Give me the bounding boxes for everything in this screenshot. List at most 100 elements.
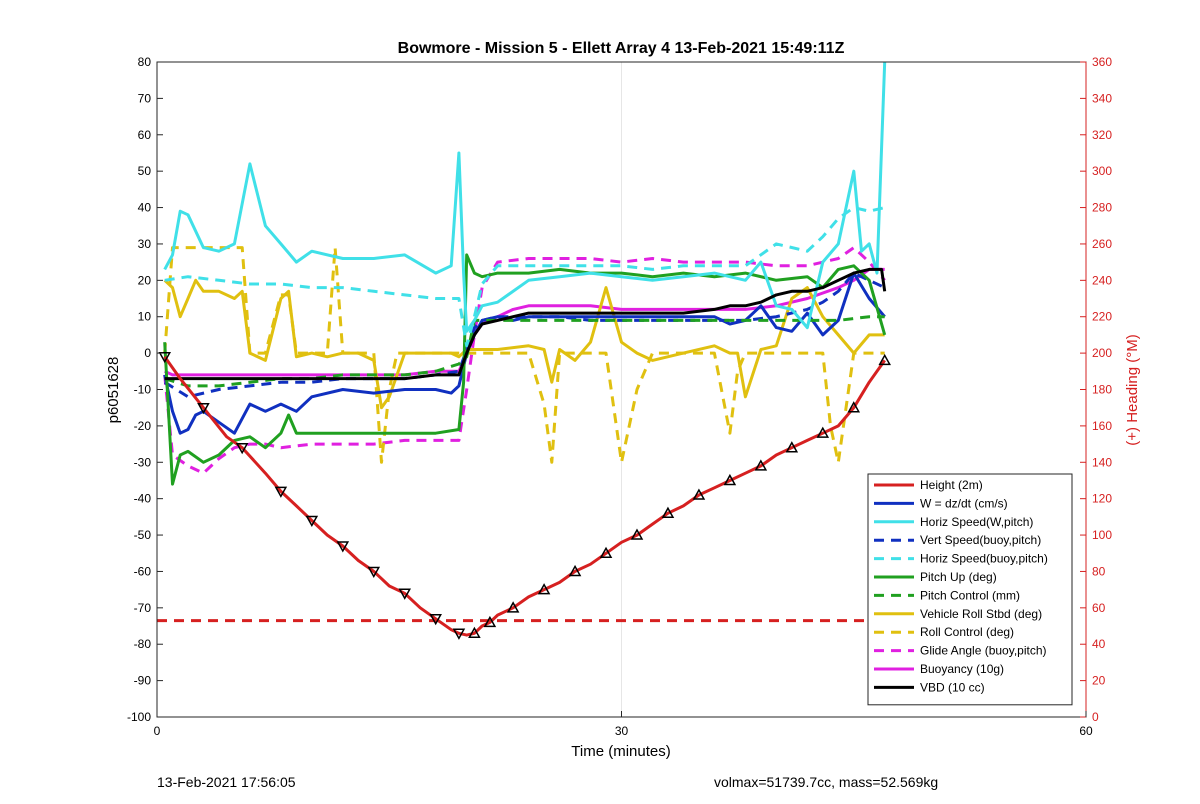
direction-marker (336, 541, 350, 553)
y-right-tick-label: 240 (1092, 273, 1112, 287)
y-tick-label: 30 (138, 237, 152, 251)
y-right-tick-label: 140 (1092, 455, 1112, 469)
legend-label: Vehicle Roll Stbd (deg) (920, 607, 1042, 621)
direction-marker (878, 353, 891, 366)
left-axis: 80 70 60 50 40 30 20 10 0 -10 -20 -30 -40 -50 -60 -70 -8… (127, 55, 163, 724)
y-right-tick-label: 100 (1092, 528, 1112, 542)
y-right-tick-label: 160 (1092, 419, 1112, 433)
y-right-tick-label: 260 (1092, 237, 1112, 251)
direction-marker (452, 628, 466, 640)
series-line-height-2m (163, 355, 886, 637)
y-axis-label: p6051628 (105, 357, 122, 424)
direction-markers (158, 352, 891, 640)
y-right-tick-label: 300 (1092, 164, 1112, 178)
series-line-buoyancy-10g (164, 267, 885, 377)
legend: Height (2m) W = dz/dt (cm/s) Horiz Speed(W… (867, 473, 1073, 706)
legend-label: Buoyancy (10g) (920, 662, 1004, 676)
y-tick-label: -40 (134, 492, 152, 506)
y-tick-label: -90 (134, 674, 152, 688)
direction-marker (847, 401, 861, 413)
direction-marker (754, 459, 768, 471)
y-right-tick-label: 20 (1092, 674, 1106, 688)
y-tick-label: -10 (134, 383, 152, 397)
y-right-tick-label: 340 (1092, 91, 1112, 105)
y-tick-label: 70 (138, 91, 152, 105)
direction-marker (158, 352, 172, 364)
legend-label: Vert Speed(buoy,pitch) (920, 533, 1041, 547)
y-right-tick-label: 80 (1092, 564, 1106, 578)
direction-marker (274, 486, 288, 498)
x-tick-label: 30 (615, 724, 629, 738)
legend-label: Glide Angle (buoy,pitch) (920, 644, 1047, 658)
direction-marker (506, 601, 520, 613)
series-line-horiz-speed-buoy-pitch (164, 206, 886, 348)
legend-label: Horiz Speed(buoy,pitch) (920, 552, 1048, 566)
y-tick-label: -70 (134, 601, 152, 615)
direction-marker (305, 515, 319, 528)
y-right-tick-label: 60 (1092, 601, 1106, 615)
direction-marker (468, 626, 481, 639)
y-tick-label: -20 (134, 419, 152, 433)
y-tick-label: 50 (138, 164, 152, 178)
y-right-tick-label: 280 (1092, 201, 1112, 215)
footer-summary: volmax=51739.7cc, mass=52.569kg (714, 774, 939, 790)
direction-marker (568, 564, 582, 577)
y-tick-label: 0 (144, 346, 151, 360)
y-tick-label: 80 (138, 55, 152, 69)
series-line-vert-speed-buoy-pitch (163, 271, 886, 399)
legend-label: Horiz Speed(W,pitch) (920, 515, 1033, 529)
y-tick-label: -50 (134, 528, 152, 542)
series-line-roll-control-deg (163, 246, 885, 464)
direction-marker (630, 528, 644, 540)
y-right-tick-label: 200 (1092, 346, 1112, 360)
series-line-horiz-speed-w-pitch (163, 61, 887, 333)
direction-marker (367, 566, 381, 578)
y-right-tick-label: 40 (1092, 637, 1106, 651)
y-right-tick-label: 180 (1092, 383, 1112, 397)
series-line-vbd-10-cc (164, 267, 887, 381)
legend-label: VBD (10 cc) (920, 680, 985, 694)
x-axis-label: Time (minutes) (571, 743, 670, 760)
direction-marker (599, 546, 613, 558)
series-line-pitch-control-mm (164, 315, 885, 388)
series-line-vehicle-roll-stbd-deg (163, 278, 885, 410)
direction-marker (692, 488, 706, 500)
x-axis: 0 30 60 (154, 711, 1093, 738)
legend-label: Pitch Control (mm) (920, 588, 1020, 602)
direction-marker (816, 426, 830, 438)
direction-marker (398, 588, 412, 600)
y-tick-label: -30 (134, 455, 152, 469)
legend-label: Pitch Up (deg) (920, 570, 997, 584)
y-tick-label: 40 (138, 201, 152, 215)
footer-timestamp: 13-Feb-2021 17:56:05 (157, 774, 296, 790)
direction-marker (723, 473, 737, 486)
y-right-tick-label: 360 (1092, 55, 1112, 69)
direction-marker (429, 614, 442, 626)
y-tick-label: 20 (138, 273, 152, 287)
direction-marker (483, 615, 497, 628)
y-tick-label: 60 (138, 128, 152, 142)
y-right-tick-label: 120 (1092, 492, 1112, 506)
series-layer (157, 61, 887, 637)
direction-marker (537, 583, 551, 595)
direction-marker (661, 506, 675, 518)
direction-marker (785, 441, 799, 453)
legend-box (867, 473, 1073, 706)
y-tick-label: -80 (134, 637, 152, 651)
y-tick-label: -60 (134, 564, 152, 578)
y-tick-label: -100 (127, 710, 151, 724)
y-right-tick-label: 320 (1092, 128, 1112, 142)
legend-label: Height (2m) (920, 478, 983, 492)
chart-title: Bowmore - Mission 5 - Ellett Array 4 13-… (398, 40, 845, 57)
y-right-tick-label: 220 (1092, 310, 1112, 324)
y-tick-label: 10 (138, 310, 152, 324)
x-tick-label: 60 (1079, 724, 1093, 738)
y-axis-right-label: (+) Heading (°M) (1124, 334, 1141, 445)
legend-label: W = dz/dt (cm/s) (920, 496, 1008, 510)
legend-label: Roll Control (deg) (920, 625, 1014, 639)
y-right-tick-label: 0 (1092, 710, 1099, 724)
right-axis: 3603403203002802602402202001801601401201… (1080, 55, 1112, 724)
x-tick-label: 0 (154, 724, 161, 738)
direction-marker (235, 442, 249, 455)
